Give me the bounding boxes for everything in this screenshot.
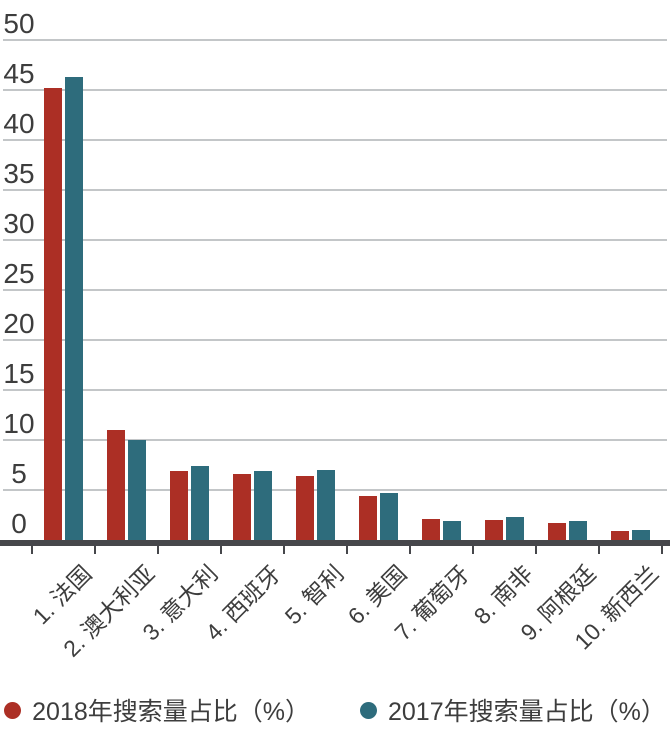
legend-dot-2017-icon — [360, 701, 377, 719]
bar-2018 — [611, 531, 630, 540]
y-gridline — [3, 489, 667, 491]
y-gridline — [3, 389, 667, 391]
legend-dot-2018-icon — [4, 701, 22, 719]
bar-2017 — [190, 466, 209, 540]
x-axis-tick — [157, 546, 159, 554]
bar-2017 — [316, 470, 335, 540]
y-axis-tick-label: 5 — [11, 458, 27, 489]
x-axis-tick — [661, 546, 663, 554]
y-gridline — [3, 339, 667, 341]
y-axis-tick-label: 35 — [3, 158, 35, 189]
x-axis-tick — [472, 546, 474, 554]
bar-2017 — [631, 530, 650, 540]
x-axis-tick — [283, 546, 285, 554]
y-gridline — [3, 139, 667, 141]
y-gridline — [3, 239, 667, 241]
bar-2017 — [505, 517, 524, 540]
y-axis-tick-label: 10 — [3, 408, 35, 439]
bar-2018 — [170, 471, 189, 540]
bar-2018 — [296, 476, 315, 540]
bar-2017 — [379, 493, 398, 540]
legend-item-2017: 2017年搜索量占比（%） — [360, 692, 666, 728]
bar-2017 — [568, 521, 587, 540]
bar-2018 — [233, 474, 252, 540]
bar-2017 — [64, 77, 83, 540]
y-gridline — [3, 289, 667, 291]
y-gridline — [3, 439, 667, 441]
legend-item-2018: 2018年搜索量占比（%） — [4, 692, 310, 728]
y-axis-tick-label: 15 — [3, 358, 35, 389]
y-axis-tick-label: 45 — [3, 58, 35, 89]
x-axis-baseline — [0, 540, 670, 546]
y-axis-tick-label: 50 — [3, 8, 35, 39]
y-gridline — [3, 189, 667, 191]
x-axis-tick — [535, 546, 537, 554]
x-axis-tick — [598, 546, 600, 554]
bar-2018 — [485, 520, 504, 540]
legend: 2018年搜索量占比（%） 2017年搜索量占比（%） — [0, 693, 670, 727]
x-axis-tick — [220, 546, 222, 554]
x-axis-tick — [409, 546, 411, 554]
x-axis-tick — [346, 546, 348, 554]
bar-2018 — [548, 523, 567, 540]
y-axis-tick-label: 0 — [11, 508, 27, 539]
bar-2018 — [44, 88, 63, 540]
x-axis-tick — [31, 546, 33, 554]
y-axis-tick-label: 25 — [3, 258, 35, 289]
y-gridline — [3, 89, 667, 91]
y-axis-tick-label: 20 — [3, 308, 35, 339]
x-axis-tick — [94, 546, 96, 554]
bar-2017 — [127, 440, 146, 540]
bar-2018 — [107, 430, 126, 540]
bar-2017 — [253, 471, 272, 540]
y-axis-tick-label: 30 — [3, 208, 35, 239]
y-axis-tick-label: 40 — [3, 108, 35, 139]
legend-label-2018: 2018年搜索量占比（%） — [32, 698, 310, 726]
x-axis-category-label: 5. 智利 — [279, 560, 349, 630]
bar-2018 — [422, 519, 441, 540]
bar-2017 — [442, 521, 461, 540]
bar-2018 — [359, 496, 378, 540]
y-gridline — [3, 39, 667, 41]
legend-label-2017: 2017年搜索量占比（%） — [388, 698, 666, 726]
